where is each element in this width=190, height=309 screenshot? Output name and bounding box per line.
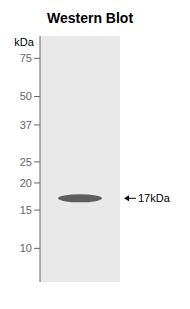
svg-text:20: 20 [20, 177, 32, 189]
svg-text:10: 10 [20, 242, 32, 254]
svg-text:15: 15 [20, 204, 32, 216]
html-text:Western Blot: Western Blot [47, 10, 133, 26]
svg-text:37: 37 [20, 119, 32, 131]
svg-text:kDa: kDa [14, 36, 34, 48]
svg-text:50: 50 [20, 90, 32, 102]
svg-text:75: 75 [20, 52, 32, 64]
svg-text:25: 25 [20, 156, 32, 168]
svg-text:17kDa: 17kDa [138, 192, 171, 204]
